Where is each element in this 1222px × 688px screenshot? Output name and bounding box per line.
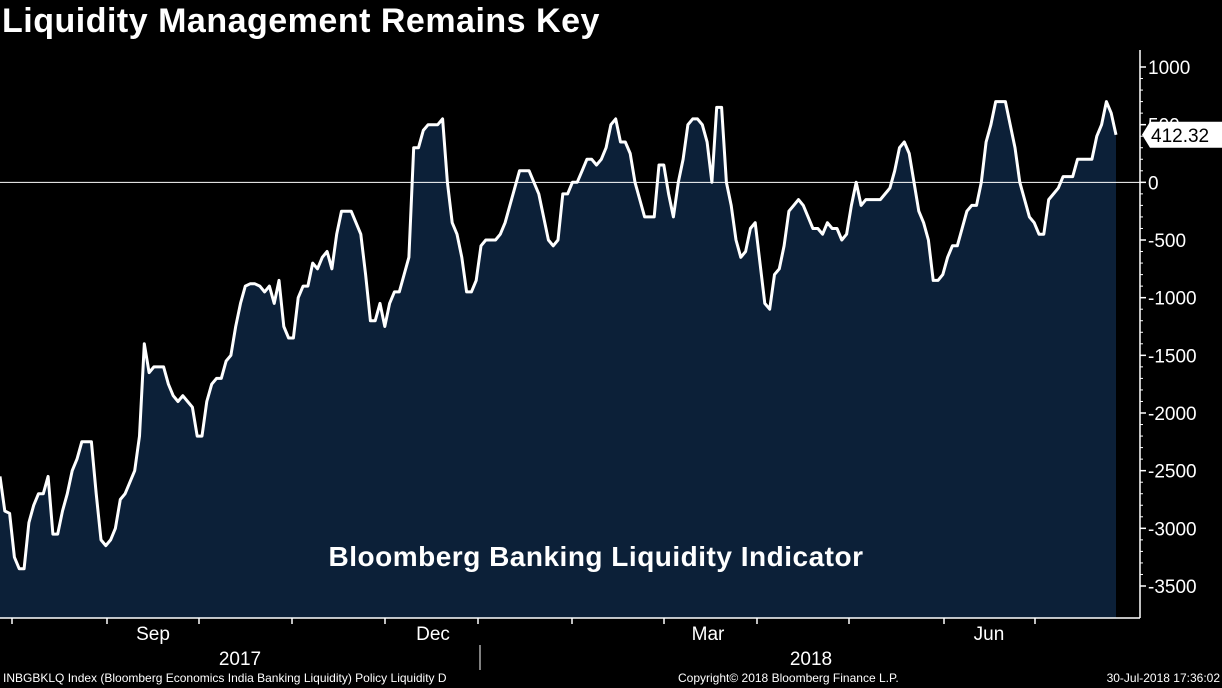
x-year-label: 2017 [219,649,261,670]
y-ticks: 10005000-500-1000-1500-2000-2500-3000-35… [1140,58,1197,598]
y-tick-label: -3000 [1148,519,1197,540]
x-tick-label: Jun [974,624,1005,645]
chart-annotation: Bloomberg Banking Liquidity Indicator [329,541,864,572]
footer-timestamp: 30-Jul-2018 17:36:02 [1106,671,1220,685]
y-tick-label: 1000 [1148,58,1190,79]
x-ticks: Sep Dec Mar Jun 2017 2018 [11,618,1036,670]
footer-index-description: INBGBKLQ Index (Bloomberg Economics Indi… [3,671,447,685]
last-value-label: 412.32 [1151,126,1209,147]
y-tick-label: -2000 [1148,404,1197,425]
x-tick-label: Sep [136,624,170,645]
y-tick-label: -1000 [1148,289,1197,310]
y-tick-label: -3500 [1148,577,1197,598]
chart-title: Liquidity Management Remains Key [2,2,600,40]
y-tick-label: -1500 [1148,346,1197,367]
y-tick-label: -2500 [1148,462,1197,483]
y-tick-label: -500 [1148,231,1186,252]
footer-copyright: Copyright© 2018 Bloomberg Finance L.P. [678,671,899,685]
series-line [0,100,1118,571]
x-year-label: 2018 [790,649,832,670]
last-value-box [1142,121,1222,148]
last-value-marker: 412.32 [1142,121,1222,148]
x-tick-label: Mar [692,624,725,645]
y-tick-label: 0 [1148,173,1159,194]
x-tick-label: Dec [416,624,450,645]
